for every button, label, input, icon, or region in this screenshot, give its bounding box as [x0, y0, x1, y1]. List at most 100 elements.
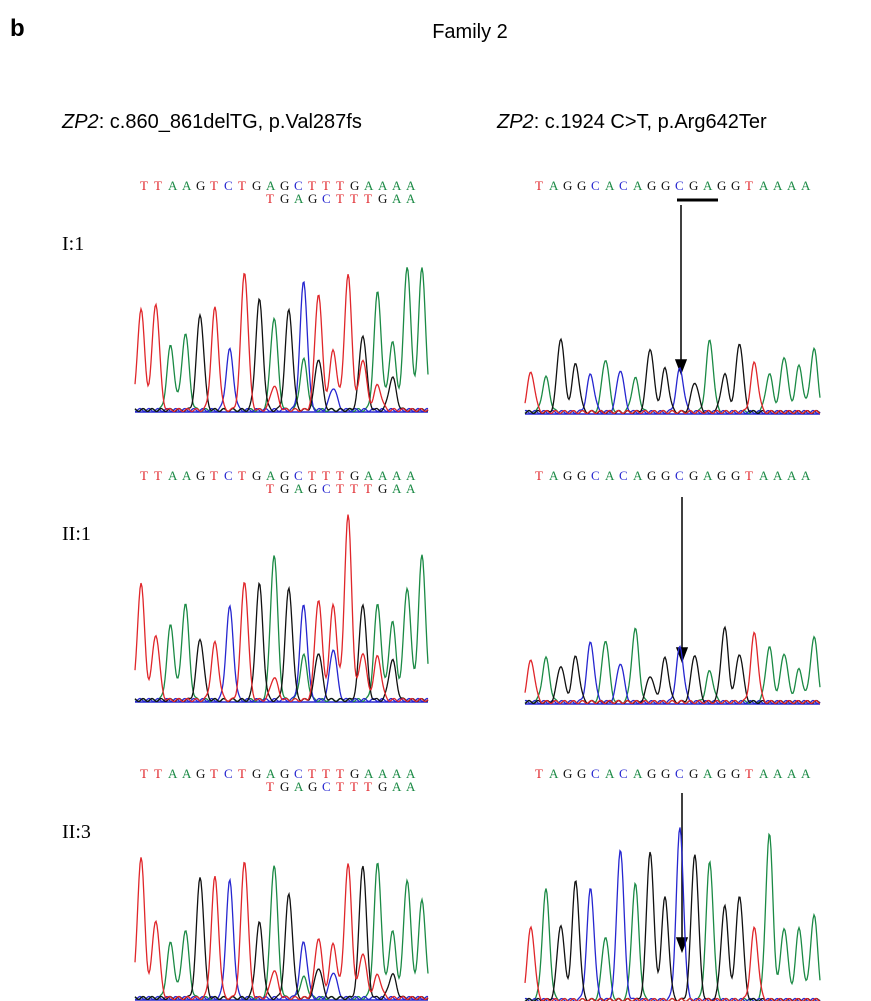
trace [135, 274, 428, 412]
base: G [196, 178, 205, 193]
base: C [619, 766, 628, 781]
base: T [336, 779, 344, 794]
base: T [140, 178, 148, 193]
base: A [773, 178, 783, 193]
trace [135, 267, 428, 411]
base: C [224, 468, 233, 483]
base: A [787, 468, 797, 483]
base: G [731, 766, 740, 781]
base: G [378, 191, 387, 206]
base: C [322, 779, 331, 794]
base: C [224, 178, 233, 193]
base: A [182, 468, 192, 483]
base: A [605, 178, 615, 193]
base: T [535, 766, 543, 781]
base: T [350, 481, 358, 496]
base: A [801, 178, 811, 193]
base: G [196, 468, 205, 483]
trace [135, 864, 428, 1000]
trace [135, 299, 428, 411]
base: G [717, 766, 726, 781]
base: G [378, 481, 387, 496]
base: A [294, 779, 304, 794]
base: T [350, 191, 358, 206]
base: A [406, 481, 416, 496]
base: A [392, 481, 402, 496]
base: G [647, 468, 656, 483]
base: G [577, 766, 586, 781]
base: A [703, 178, 713, 193]
base: A [787, 178, 797, 193]
individual-label: II:1 [62, 523, 91, 545]
base: A [773, 766, 783, 781]
base: A [773, 468, 783, 483]
base: A [549, 766, 559, 781]
base: A [801, 468, 811, 483]
base: A [549, 178, 559, 193]
base: A [182, 178, 192, 193]
base: G [280, 779, 289, 794]
base: G [196, 766, 205, 781]
trace [135, 584, 428, 702]
base: A [168, 766, 178, 781]
base: T [210, 766, 218, 781]
base: A [406, 779, 416, 794]
trace [525, 627, 820, 703]
base: T [364, 779, 372, 794]
base: G [563, 766, 572, 781]
base: A [392, 779, 402, 794]
base: A [605, 468, 615, 483]
panel-label: b [10, 15, 25, 42]
base: A [801, 766, 811, 781]
individual-label: II:3 [62, 821, 91, 843]
base: T [140, 766, 148, 781]
base: T [336, 481, 344, 496]
base: A [759, 766, 769, 781]
variant: : c.860_861delTG, p.Val287fs [99, 111, 362, 133]
base: G [280, 481, 289, 496]
base: G [717, 178, 726, 193]
base: T [745, 178, 753, 193]
base: T [266, 481, 274, 496]
base: T [350, 779, 358, 794]
base: G [308, 191, 317, 206]
base: T [266, 779, 274, 794]
variant: : c.1924 C>T, p.Arg642Ter [534, 111, 767, 133]
base: C [619, 468, 628, 483]
base: T [364, 191, 372, 206]
gene: ZP2 [496, 111, 534, 133]
base: T [364, 481, 372, 496]
base: G [731, 468, 740, 483]
base: T [140, 468, 148, 483]
base: C [591, 766, 600, 781]
base: A [787, 766, 797, 781]
base: C [591, 178, 600, 193]
figure-title: Family 2 [432, 21, 508, 43]
base: G [577, 468, 586, 483]
base: G [378, 779, 387, 794]
base: T [238, 468, 246, 483]
base: G [280, 191, 289, 206]
base: G [661, 766, 670, 781]
page: b Family 2 ZP2 : c.860_861delTG, p.Val287… [0, 0, 871, 1001]
base: G [308, 779, 317, 794]
base: G [252, 178, 261, 193]
base: A [759, 178, 769, 193]
base: T [154, 468, 162, 483]
base: G [717, 468, 726, 483]
base: G [252, 766, 261, 781]
base: A [182, 766, 192, 781]
base: A [168, 178, 178, 193]
base: G [661, 178, 670, 193]
base: T [745, 468, 753, 483]
figure: b Family 2 ZP2 : c.860_861delTG, p.Val287… [0, 0, 871, 1001]
base: A [392, 191, 402, 206]
base: T [535, 178, 543, 193]
base: G [563, 178, 572, 193]
base: C [591, 468, 600, 483]
